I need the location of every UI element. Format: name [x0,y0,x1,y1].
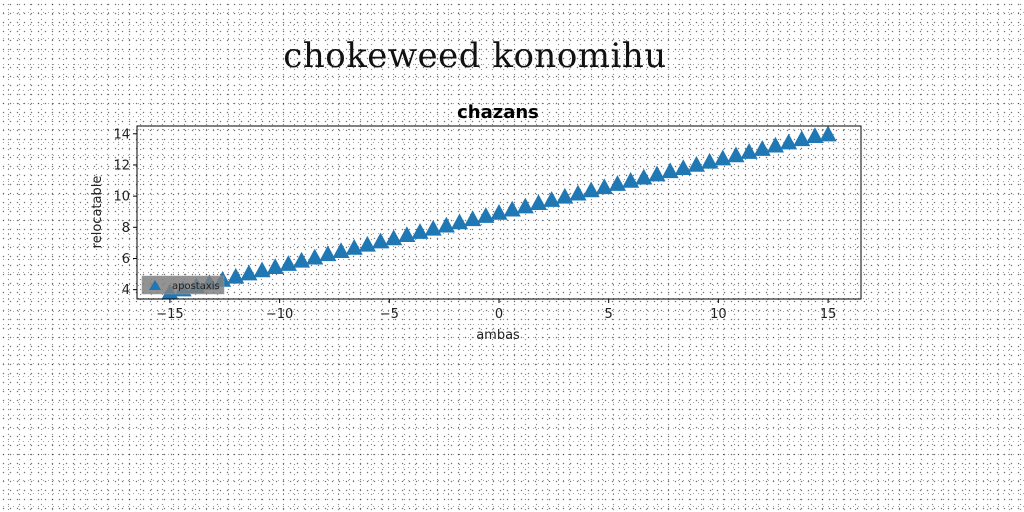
legend-box [141,275,225,295]
data-point [766,136,784,153]
data-point [714,149,732,166]
y-tick-label: 6 [122,252,130,267]
x-tick-label: −5 [380,307,399,322]
x-axis-label: ambas [476,328,520,343]
data-point [740,143,758,159]
x-tick-label: 15 [820,307,837,322]
data-point [727,146,745,163]
data-point [608,175,627,191]
y-tick-label: 4 [122,283,130,298]
data-point [450,213,469,230]
data-point [227,267,245,284]
x-tick-label: 5 [605,307,613,322]
data-point [701,152,719,169]
x-tick-label: −15 [156,307,183,322]
x-tick-label: 0 [495,307,503,322]
y-tick-label: 12 [113,158,130,173]
data-point [780,133,798,150]
data-point [437,216,455,233]
data-point [345,239,363,255]
data-point [332,242,350,259]
data-point [292,251,311,268]
x-axis: −15 −10 −5 0 5 10 15 [156,299,836,322]
y-axis: 4 6 8 10 12 14 [113,127,137,298]
chart-title: chazans [457,102,539,123]
data-point [582,181,600,198]
data-point [464,210,482,227]
data-point [306,248,324,265]
data-point [411,223,429,239]
x-tick-label: 10 [710,307,727,322]
legend: apostaxis [141,275,225,295]
data-point [371,232,390,249]
data-point [253,261,271,278]
data-point [661,162,679,179]
data-point [516,197,534,214]
data-point [358,235,376,252]
data-point [595,178,613,195]
data-point [503,200,521,217]
data-point [240,264,258,281]
data-point [385,229,403,246]
data-point [490,203,508,220]
data-point [477,207,495,223]
data-point [635,168,653,185]
y-tick-label: 10 [113,190,130,205]
data-point [648,165,666,182]
data-point [819,125,837,142]
data-point [266,258,284,274]
x-tick-label: −10 [266,307,293,322]
data-point [569,184,587,201]
data-point [687,155,706,172]
data-point [319,245,337,262]
data-point [279,255,297,271]
data-point [543,191,561,207]
figure-suptitle: chokeweed konomihu [283,36,667,76]
data-point [622,172,640,188]
data-markers [161,125,837,300]
data-point [556,187,574,204]
data-point [398,226,416,243]
data-point [793,130,811,147]
data-point [753,140,771,156]
data-point [424,219,442,236]
legend-entry-label: apostaxis [172,281,220,292]
legend-marker-triangle [149,280,161,290]
data-point [529,194,548,211]
y-tick-label: 14 [113,127,130,142]
y-tick-label: 8 [122,221,130,236]
y-axis-label: relocatable [90,176,105,249]
data-point [806,127,824,144]
data-point [674,159,692,175]
